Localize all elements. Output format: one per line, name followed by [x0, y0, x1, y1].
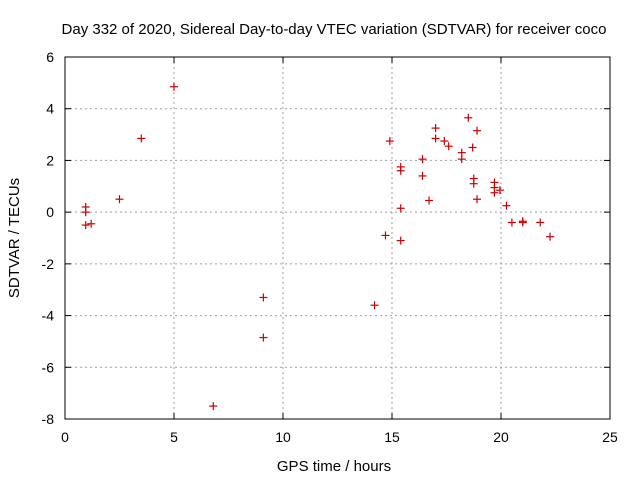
y-tick-label: 2: [46, 152, 54, 168]
data-point: [431, 124, 440, 133]
data-point: [536, 218, 545, 227]
x-tick-label: 25: [602, 429, 618, 445]
y-tick-label: -2: [42, 256, 55, 272]
x-tick-label: 15: [384, 429, 400, 445]
data-point: [81, 208, 90, 217]
y-axis-label: SDTVAR / TECUs: [6, 178, 23, 298]
data-point: [518, 218, 527, 227]
y-tick-label: -8: [42, 411, 55, 427]
data-point: [259, 293, 268, 302]
data-point: [457, 155, 466, 164]
y-tick-label: -6: [42, 359, 55, 375]
data-point: [418, 171, 427, 180]
data-point: [81, 221, 90, 230]
data-point: [495, 186, 504, 195]
data-point: [490, 188, 499, 197]
y-tick-label: 6: [46, 49, 54, 65]
data-point: [385, 137, 394, 146]
y-tick-label: -4: [42, 308, 55, 324]
data-point: [425, 196, 434, 205]
data-point: [170, 82, 178, 91]
data-point: [502, 201, 511, 210]
x-tick-label: 20: [493, 429, 509, 445]
data-point: [431, 134, 440, 143]
data-point: [468, 143, 477, 152]
data-point: [209, 402, 218, 411]
data-point: [473, 195, 482, 204]
data-point: [546, 232, 555, 241]
plot-frame: [64, 56, 611, 420]
y-tick-label: 4: [46, 101, 54, 117]
x-tick-label: 10: [275, 429, 291, 445]
data-point: [370, 301, 379, 310]
data-point: [396, 204, 405, 213]
data-point: [418, 155, 427, 164]
x-tick-label: 0: [61, 429, 69, 445]
data-point: [444, 142, 453, 151]
x-tick-label: 5: [170, 429, 178, 445]
data-point: [87, 219, 96, 228]
data-point: [507, 218, 516, 227]
grid-lines: [65, 57, 610, 419]
data-point: [469, 179, 478, 188]
data-point: [259, 333, 268, 342]
data-point: [440, 137, 449, 146]
data-point: [396, 166, 405, 175]
y-tick-label: 0: [46, 204, 54, 220]
data-point: [115, 195, 124, 204]
data-point: [473, 126, 482, 135]
x-axis-label: GPS time / hours: [277, 458, 391, 475]
data-point: [396, 236, 405, 245]
data-point: [464, 113, 473, 122]
data-point: [137, 134, 146, 143]
chart-title: Day 332 of 2020, Sidereal Day-to-day VTE…: [62, 21, 607, 38]
data-point: [381, 231, 390, 240]
data-points: [81, 82, 555, 411]
